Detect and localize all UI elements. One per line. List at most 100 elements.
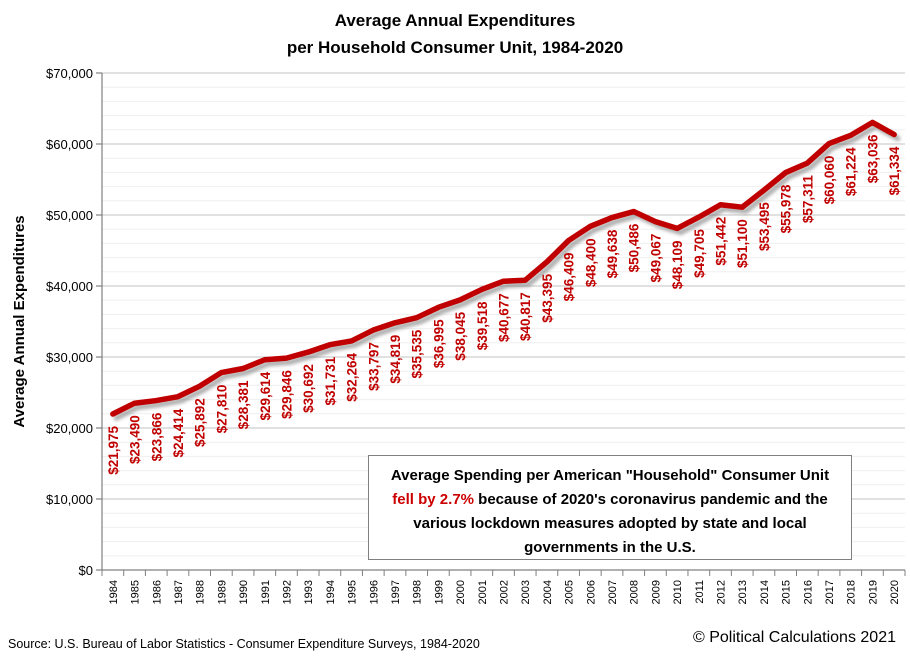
x-tick-label: 1995 xyxy=(347,580,359,604)
x-tick-label: 2016 xyxy=(802,580,814,604)
x-tick-label: 1993 xyxy=(303,580,315,604)
chart-title-line1: Average Annual Expenditures xyxy=(334,11,576,30)
data-label: $57,311 xyxy=(800,175,815,224)
data-label: $61,224 xyxy=(844,147,859,196)
expenditure-line xyxy=(110,119,897,417)
x-tick-label: 2019 xyxy=(867,580,879,604)
annotation-line4: governments in the U.S. xyxy=(524,539,696,556)
x-tick-label: 2003 xyxy=(520,580,532,604)
expenditures-line-chart: $0 $10,000 $20,000 $30,000 $40,000 $50,000 $60… xyxy=(11,66,906,604)
data-label: $38,045 xyxy=(453,311,468,360)
data-label: $51,442 xyxy=(714,217,729,266)
copyright-note: © Political Calculations 2021 xyxy=(692,629,896,646)
x-tick-label: 1996 xyxy=(368,580,380,604)
data-label: $28,381 xyxy=(236,380,251,429)
data-labels: $21,975 $23,490 $23,866 $24,414 $25,892 $27,8… xyxy=(106,134,902,475)
y-tick-label: $20,000 xyxy=(46,421,93,436)
data-label: $40,677 xyxy=(497,293,512,342)
x-tick-label: 1990 xyxy=(238,580,250,604)
annotation-box: Average Spending per American "Household… xyxy=(368,455,852,560)
data-label: $48,109 xyxy=(670,240,685,289)
y-tick-label: $60,000 xyxy=(46,137,93,152)
line-shadow xyxy=(113,123,901,421)
y-tick-label: $70,000 xyxy=(46,66,93,81)
x-tick-label: 1987 xyxy=(173,580,185,604)
chart-title-line2: per Household Consumer Unit, 1984-2020 xyxy=(286,38,624,57)
data-label: $29,846 xyxy=(279,370,294,419)
data-label: $46,409 xyxy=(562,252,577,301)
x-tick-label: 1989 xyxy=(216,580,228,604)
data-label: $40,817 xyxy=(518,292,533,341)
data-label: $32,264 xyxy=(345,352,360,401)
x-tick-label: 2002 xyxy=(499,580,511,604)
y-tick-label: $30,000 xyxy=(46,350,93,365)
data-label: $23,490 xyxy=(128,415,143,464)
x-tick-label: 2008 xyxy=(629,580,641,604)
x-tick-label: 1999 xyxy=(433,580,445,604)
x-tick-label: 2004 xyxy=(542,580,554,604)
x-tick-label: 2012 xyxy=(716,580,728,604)
data-label: $27,810 xyxy=(214,385,229,434)
x-tick-label: 1994 xyxy=(325,580,337,604)
x-tick-label: 2020 xyxy=(889,580,901,604)
chart-title: Average Annual Expenditures per Househol… xyxy=(0,7,910,61)
x-tick-label: 1992 xyxy=(281,580,293,604)
data-label: $63,036 xyxy=(865,134,880,183)
x-tick-label: 1988 xyxy=(195,580,207,604)
x-tick-label: 2011 xyxy=(694,580,706,604)
annotation-line2-rest: because of 2020's coronavirus pandemic a… xyxy=(474,491,828,508)
data-label: $43,395 xyxy=(540,273,555,322)
y-axis-title: Average Annual Expenditures xyxy=(11,215,28,427)
annotation-line3: various lockdown measures adopted by sta… xyxy=(413,515,807,532)
x-tick-label: 2001 xyxy=(477,580,489,604)
data-label: $36,995 xyxy=(431,319,446,368)
annotation-line1: Average Spending per American "Household… xyxy=(390,467,830,484)
data-label: $21,975 xyxy=(106,425,121,474)
x-tick-label: 1998 xyxy=(412,580,424,604)
data-label: $39,518 xyxy=(475,301,490,350)
data-label: $60,060 xyxy=(822,156,837,205)
data-label: $34,819 xyxy=(388,335,403,384)
x-tick-label: 1991 xyxy=(260,580,272,604)
x-tick-label: 1997 xyxy=(390,580,402,604)
data-label: $49,067 xyxy=(648,234,663,283)
x-tick-label: 2017 xyxy=(824,580,836,604)
x-tick-label: 2010 xyxy=(672,580,684,604)
x-tick-label: 2014 xyxy=(759,580,771,604)
data-label: $51,100 xyxy=(735,219,750,268)
axes: $0 $10,000 $20,000 $30,000 $40,000 $50,000 $60… xyxy=(46,66,906,578)
data-label: $49,638 xyxy=(605,229,620,278)
x-tick-labels: 1984 1985 1986 1987 1988 1989 1990 1991 1992 1993… xyxy=(108,580,901,604)
data-label: $23,866 xyxy=(149,412,164,461)
annotation-highlight: fell by 2.7% xyxy=(392,491,474,508)
data-label: $61,334 xyxy=(887,146,902,195)
x-tick-label: 2006 xyxy=(585,580,597,604)
x-tick-label: 2018 xyxy=(846,580,858,604)
x-tick-label: 1985 xyxy=(130,580,142,604)
y-tick-label: $40,000 xyxy=(46,279,93,294)
y-tick-label: $10,000 xyxy=(46,492,93,507)
annotation-line2: fell by 2.7% because of 2020's coronavir… xyxy=(369,488,851,512)
data-label: $31,731 xyxy=(323,356,338,405)
x-tick-label: 2007 xyxy=(607,580,619,604)
x-tick-label: 2009 xyxy=(650,580,662,604)
x-tick-label: 2013 xyxy=(737,580,749,604)
data-label: $24,414 xyxy=(171,408,186,457)
x-tick-label: 2000 xyxy=(455,580,467,604)
data-label: $48,400 xyxy=(583,238,598,287)
source-note: Source: U.S. Bureau of Labor Statistics … xyxy=(8,637,480,651)
data-label: $30,692 xyxy=(301,364,316,413)
data-label: $49,705 xyxy=(692,229,707,278)
data-label: $25,892 xyxy=(193,398,208,447)
y-tick-label: $0 xyxy=(79,563,93,578)
data-label: $53,495 xyxy=(757,202,772,251)
x-tick-label: 2015 xyxy=(781,580,793,604)
data-label: $29,614 xyxy=(258,371,273,420)
data-label: $33,797 xyxy=(366,342,381,391)
x-tick-label: 2005 xyxy=(564,580,576,604)
y-tick-label: $50,000 xyxy=(46,208,93,223)
data-label: $50,486 xyxy=(627,223,642,272)
x-tick-label: 1986 xyxy=(151,580,163,604)
data-label: $35,535 xyxy=(410,329,425,378)
x-tick-label: 1984 xyxy=(108,580,120,604)
